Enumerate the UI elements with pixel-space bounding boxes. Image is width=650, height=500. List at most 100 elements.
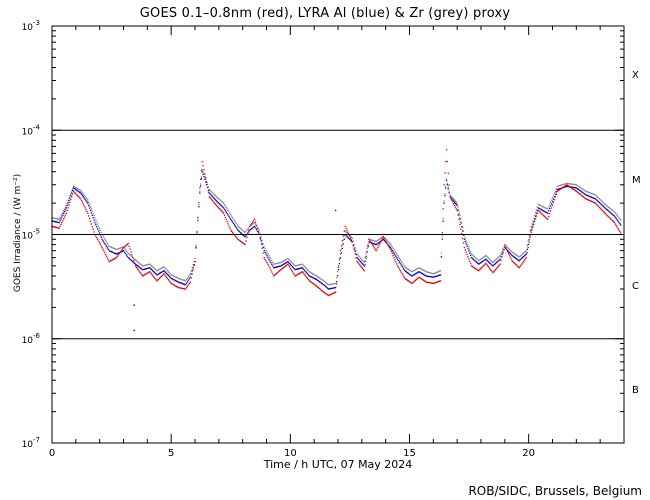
data-point xyxy=(164,267,166,269)
data-point xyxy=(495,259,497,261)
data-point xyxy=(458,219,460,221)
data-point xyxy=(325,293,328,295)
data-point xyxy=(302,272,304,274)
data-point xyxy=(348,237,350,239)
data-point xyxy=(603,202,605,205)
data-point xyxy=(259,232,261,235)
data-point xyxy=(444,194,446,197)
data-point xyxy=(590,196,592,198)
y-tick-label: 10-5 xyxy=(22,228,40,242)
data-point xyxy=(502,251,504,253)
data-point xyxy=(408,273,410,275)
data-point xyxy=(470,265,473,267)
data-point xyxy=(71,192,73,194)
data-point xyxy=(252,221,254,223)
data-point xyxy=(387,244,389,246)
data-point xyxy=(314,278,316,280)
data-point xyxy=(421,268,423,270)
data-point xyxy=(302,264,304,266)
data-point xyxy=(475,257,477,259)
data-point xyxy=(158,269,160,271)
data-point xyxy=(530,231,532,233)
data-point xyxy=(57,227,59,229)
data-point xyxy=(579,186,581,189)
data-point xyxy=(141,268,143,270)
data-point xyxy=(515,264,518,266)
data-point xyxy=(603,206,605,208)
data-point xyxy=(350,239,353,241)
data-point xyxy=(281,264,283,267)
data-point xyxy=(450,195,452,197)
data-point xyxy=(281,261,283,263)
data-point xyxy=(290,261,293,263)
data-point xyxy=(283,266,286,268)
data-point xyxy=(420,277,422,280)
data-point xyxy=(188,278,190,280)
data-point xyxy=(237,229,239,231)
data-point xyxy=(498,255,500,257)
data-point xyxy=(169,281,171,283)
data-point xyxy=(290,265,293,267)
data-point xyxy=(559,184,561,187)
data-point xyxy=(235,226,237,229)
data-point xyxy=(490,263,492,265)
data-point xyxy=(178,281,180,284)
data-point xyxy=(176,280,179,283)
data-point xyxy=(64,206,67,208)
data-point xyxy=(346,232,348,234)
data-point xyxy=(182,279,184,281)
data-point xyxy=(324,284,326,287)
data-point xyxy=(91,225,93,228)
data-point xyxy=(160,267,163,269)
data-point xyxy=(305,271,307,273)
data-point xyxy=(356,253,358,255)
data-point xyxy=(135,264,138,266)
data-point xyxy=(246,236,248,238)
data-point xyxy=(166,277,169,280)
data-point xyxy=(224,216,227,219)
data-point xyxy=(151,274,154,276)
data-point xyxy=(389,248,392,251)
data-point xyxy=(89,205,92,208)
data-point xyxy=(102,240,104,242)
data-point xyxy=(508,248,510,250)
data-point xyxy=(289,262,291,265)
data-point xyxy=(309,275,311,278)
data-point xyxy=(438,274,440,277)
data-point xyxy=(100,236,102,238)
data-point xyxy=(522,256,524,259)
data-point xyxy=(403,268,405,270)
data-point xyxy=(376,243,378,245)
data-point xyxy=(454,200,457,202)
data-point xyxy=(280,269,282,271)
data-point xyxy=(79,189,81,191)
data-point xyxy=(186,285,189,287)
data-point xyxy=(220,200,222,202)
data-point xyxy=(294,265,296,267)
data-point xyxy=(349,239,352,241)
data-point xyxy=(293,264,295,266)
data-point xyxy=(325,285,327,288)
data-point xyxy=(206,184,208,186)
data-point xyxy=(315,284,317,287)
data-point xyxy=(209,189,211,192)
data-point xyxy=(133,258,136,260)
data-point xyxy=(65,207,67,209)
data-point xyxy=(253,225,256,227)
data-point xyxy=(481,261,483,263)
data-point xyxy=(195,246,197,248)
data-point xyxy=(369,238,371,241)
data-point xyxy=(576,184,578,187)
data-point xyxy=(101,246,103,249)
data-point xyxy=(87,199,89,201)
data-point xyxy=(525,253,527,255)
data-point xyxy=(610,212,612,214)
data-point xyxy=(384,239,386,241)
data-point xyxy=(333,287,335,289)
data-point xyxy=(589,199,591,202)
data-point xyxy=(153,276,155,279)
data-point xyxy=(291,270,294,273)
data-point xyxy=(535,215,538,217)
data-point xyxy=(609,217,611,219)
data-point xyxy=(491,270,493,273)
